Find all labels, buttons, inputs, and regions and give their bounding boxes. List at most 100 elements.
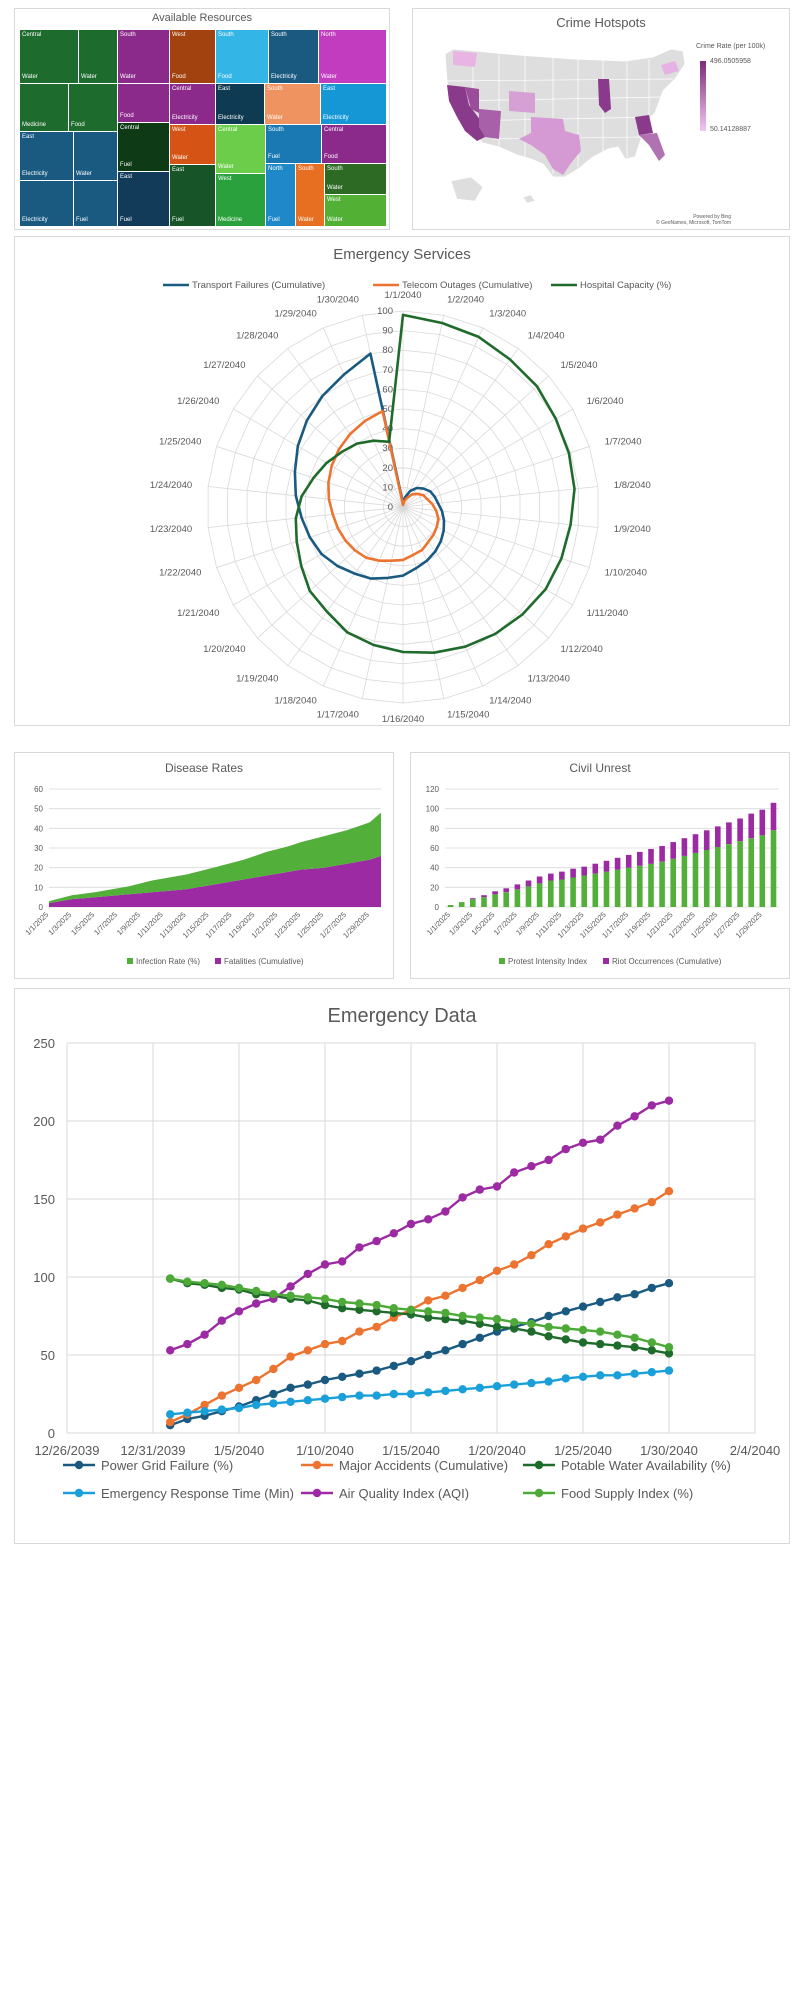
- emergency-x-tick: 1/20/2040: [468, 1443, 526, 1458]
- emergency-marker: [166, 1346, 175, 1355]
- emergency-x-tick: 1/5/2040: [214, 1443, 265, 1458]
- treemap-tile: South Water: [265, 84, 320, 124]
- disease-area-fatalities: [49, 855, 381, 907]
- disease-y-tick: 10: [34, 883, 43, 892]
- unrest-bar-riot: [592, 863, 599, 874]
- radar-category-label: 1/10/2040: [605, 568, 647, 579]
- emergency-marker: [630, 1112, 639, 1121]
- unrest-bar-riot: [726, 822, 732, 844]
- map-legend-min: 50.14128887: [710, 126, 751, 133]
- treemap-tile-sublabel: Fuel: [268, 154, 280, 160]
- map-alaska: [450, 176, 484, 202]
- disease-y-tick: 50: [34, 805, 43, 814]
- emergency-marker: [338, 1372, 347, 1381]
- unrest-y-tick: 120: [426, 785, 440, 794]
- emergency-marker: [338, 1392, 347, 1402]
- unrest-bar-riot: [525, 880, 532, 887]
- unrest-bar-riot: [737, 818, 743, 842]
- emergency-marker: [578, 1338, 588, 1347]
- emergency-marker: [424, 1313, 433, 1322]
- unrest-bar-protest: [503, 892, 509, 908]
- treemap-tile-label: West: [218, 176, 232, 182]
- unrest-bar-protest: [559, 879, 565, 907]
- treemap-tile: West Water: [325, 195, 386, 226]
- unrest-bar-riot: [748, 813, 754, 839]
- treemap-tile: East Fuel: [170, 165, 215, 226]
- emergency-legend-label: Power Grid Failure (%): [101, 1458, 233, 1473]
- disease-y-tick: 40: [34, 824, 43, 833]
- treemap-tile: Central Fuel: [118, 123, 169, 171]
- radar-title: Emergency Services: [333, 246, 471, 263]
- emergency-marker: [492, 1314, 502, 1324]
- emergency-marker: [320, 1300, 330, 1310]
- emergency-marker: [510, 1168, 519, 1177]
- emergency-marker: [252, 1299, 261, 1308]
- radar-axis-label: 10: [382, 482, 393, 493]
- treemap-tile-sublabel: Food: [324, 154, 338, 160]
- treemap-tile: West Water: [170, 125, 215, 164]
- unrest-bar-protest: [492, 894, 498, 907]
- treemap-tile: Food: [69, 84, 117, 131]
- emergency-title: Emergency Data: [327, 1005, 477, 1027]
- emergency-marker: [303, 1396, 312, 1405]
- radar-category-label: 1/4/2040: [528, 331, 565, 342]
- emergency-marker: [320, 1294, 330, 1303]
- treemap-tile: South Electricity: [269, 30, 318, 83]
- radar-spoke: [208, 486, 404, 508]
- treemap-tile: Central Electricity: [170, 84, 215, 124]
- treemap-tile-label: West: [172, 32, 186, 38]
- emergency-x-tick: 12/31/2039: [120, 1443, 185, 1458]
- emergency-marker: [475, 1185, 484, 1194]
- disease-x-tick: 1/7/2025: [92, 910, 119, 937]
- emergency-marker: [561, 1232, 570, 1241]
- emergency-x-tick: 1/15/2040: [382, 1443, 440, 1458]
- emergency-marker: [217, 1280, 226, 1289]
- radar-category-label: 1/11/2040: [587, 608, 629, 619]
- unrest-bar-protest: [592, 873, 599, 907]
- emergency-marker: [338, 1304, 347, 1313]
- radar-category-label: 1/13/2040: [528, 674, 570, 685]
- map-title: Crime Hotspots: [556, 15, 646, 30]
- emergency-marker: [320, 1260, 330, 1269]
- emergency-y-tick: 0: [48, 1426, 55, 1441]
- emergency-marker: [303, 1293, 312, 1302]
- emergency-marker: [475, 1319, 484, 1328]
- treemap-tile-label: South: [298, 166, 314, 172]
- treemap-tile-sublabel: Fuel: [172, 217, 184, 223]
- radar-category-label: 1/26/2040: [177, 396, 219, 407]
- emergency-marker: [355, 1243, 364, 1252]
- unrest-bar-protest: [692, 852, 699, 907]
- emergency-marker: [372, 1236, 381, 1246]
- emergency-marker: [406, 1357, 416, 1366]
- unrest-bar-riot: [715, 826, 721, 847]
- emergency-marker: [561, 1324, 570, 1333]
- radar-spoke: [402, 506, 549, 639]
- emergency-marker: [647, 1346, 656, 1355]
- radar-category-label: 1/9/2040: [614, 524, 651, 535]
- treemap-tile-sublabel: Fuel: [120, 217, 132, 223]
- radar-category-label: 1/23/2040: [150, 524, 192, 535]
- radar-category-label: 1/22/2040: [159, 568, 201, 579]
- emergency-marker: [217, 1405, 226, 1414]
- unrest-bar-riot: [514, 884, 521, 890]
- emergency-marker: [441, 1314, 450, 1324]
- treemap-tile-label: South: [218, 32, 234, 38]
- unrest-legend-label: Protest Intensity Index: [508, 957, 587, 966]
- unrest-bar-riot: [770, 802, 777, 831]
- unrest-y-tick: 60: [430, 844, 439, 853]
- emergency-marker: [166, 1274, 175, 1283]
- radar-category-label: 1/29/2040: [275, 308, 317, 319]
- emergency-marker: [664, 1349, 674, 1358]
- emergency-marker: [458, 1283, 467, 1293]
- radar-category-label: 1/17/2040: [317, 709, 359, 720]
- emergency-marker: [166, 1410, 175, 1419]
- emergency-marker: [578, 1325, 588, 1335]
- emergency-marker: [561, 1307, 570, 1316]
- treemap-tile-sublabel: Food: [172, 74, 186, 80]
- emergency-marker: [458, 1193, 467, 1202]
- treemap-tile: Electricity: [20, 181, 73, 226]
- emergency-marker: [441, 1308, 450, 1318]
- unrest-y-tick: 0: [435, 903, 440, 912]
- emergency-legend-label: Food Supply Index (%): [561, 1486, 693, 1501]
- unrest-bar-riot: [603, 860, 610, 872]
